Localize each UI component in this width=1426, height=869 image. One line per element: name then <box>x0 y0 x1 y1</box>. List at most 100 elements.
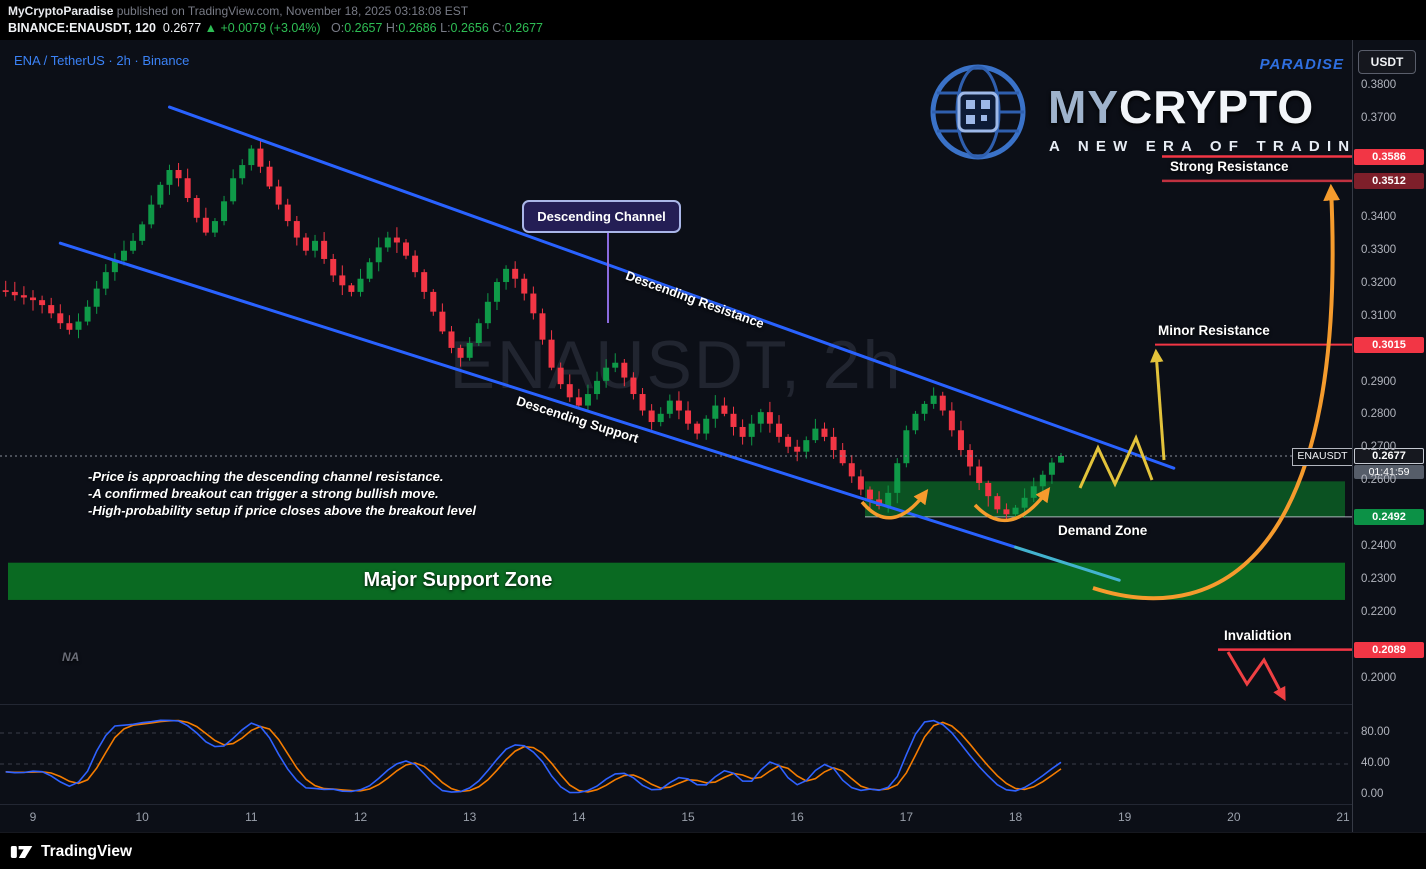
currency-toggle-button[interactable]: USDT <box>1358 50 1416 74</box>
candle-body-up <box>603 367 610 381</box>
candle-body-up <box>230 178 237 202</box>
price-tick: 0.2600 <box>1361 474 1397 487</box>
candle-body-down <box>976 466 983 483</box>
ohlc-label: H: <box>382 21 399 35</box>
axis-separator <box>0 804 1352 805</box>
candle-body-down <box>675 400 682 411</box>
candle-body-down <box>57 313 64 324</box>
candle-body-down <box>66 323 73 330</box>
candle-body-up <box>885 492 892 507</box>
candle-body-down <box>257 148 264 167</box>
candle-body-down <box>721 405 728 414</box>
candle-body-down <box>330 258 337 276</box>
time-tick: 13 <box>462 810 477 824</box>
chart-region: ENAUSDT, 2h <box>0 40 1368 832</box>
candle-body-down <box>11 291 18 296</box>
current-price-label: 0.2677 <box>1354 448 1424 464</box>
candle-body-down <box>448 331 455 348</box>
candle-body-up <box>803 440 810 452</box>
ohlc-values: O:0.2657 H:0.2686 L:0.2656 C:0.2677 <box>321 21 543 35</box>
candle-body-down <box>2 290 9 292</box>
candle-body-up <box>666 400 673 414</box>
price-tick: 0.3800 <box>1361 79 1397 91</box>
candle-body-down <box>284 204 291 222</box>
candle-body-up <box>139 224 146 241</box>
ohlc-value: 0.2656 <box>450 21 489 35</box>
price-scale[interactable]: USDT 0.2677 01:41:59 0.3800 0.3700 0.3400 0… <box>1352 40 1426 832</box>
time-tick: 19 <box>1118 810 1132 824</box>
candle-body-up <box>657 413 664 423</box>
candle-body-up <box>594 380 601 395</box>
candle-body-down <box>548 339 555 368</box>
candle-body-down <box>402 242 409 256</box>
pane-separator[interactable] <box>0 704 1352 705</box>
time-tick: 16 <box>790 810 804 824</box>
price-tick: 0.2000 <box>1361 672 1397 684</box>
tradingview-icon <box>10 846 33 858</box>
candle-body-down <box>202 217 209 233</box>
main-chart-pane[interactable] <box>0 40 1352 704</box>
major-support-zone-rect <box>8 562 1345 600</box>
candle-body-down <box>575 397 582 406</box>
candle-body-up <box>102 272 109 289</box>
candle-body-up <box>248 148 255 166</box>
time-axis[interactable]: 9 10 11 12 13 14 15 16 17 18 19 20 21 <box>0 804 1352 832</box>
candle-body-up <box>466 342 473 358</box>
candle-body-up <box>493 282 500 302</box>
candle-body-up <box>157 184 164 205</box>
minor-resistance-arrow <box>1150 348 1166 461</box>
published-suffix: published on TradingView.com, November 1… <box>113 4 469 18</box>
descending-resistance-line <box>167 105 1176 470</box>
candle-body-down <box>348 285 355 292</box>
candle-body-down <box>539 313 546 340</box>
price-tick: 0.3400 <box>1361 210 1397 223</box>
candle-body-up <box>84 306 91 322</box>
chart-legend[interactable]: ENA / TetherUS · 2h · Binance <box>14 53 190 68</box>
logo-paradise-text: PARADISE <box>1259 56 1344 73</box>
support-line-extension <box>1014 545 1121 582</box>
bounce-arrow-1 <box>860 489 929 520</box>
candle-body-down <box>339 275 346 286</box>
candle-body-down <box>821 428 828 437</box>
oscillator-pane[interactable] <box>0 704 1352 804</box>
candles-layer <box>2 138 1065 520</box>
candle-body-down <box>1003 509 1010 515</box>
invalidation-zigzag <box>1226 651 1286 701</box>
candle-body-down <box>639 394 646 411</box>
descending-channel-callout[interactable]: Descending Channel <box>522 200 681 233</box>
logo-tagline: A NEW ERA OF TRADING <box>1049 138 1376 155</box>
candle-body-down <box>621 362 628 378</box>
ohlc-value: 0.2677 <box>504 21 543 35</box>
candle-body-down <box>730 413 737 427</box>
candle-body-down <box>957 430 964 451</box>
candle-body-up <box>930 395 937 404</box>
globe-icon <box>930 64 1026 160</box>
price-level-label: 0.3586 <box>1354 148 1424 165</box>
price-tick: 0.2300 <box>1361 573 1397 586</box>
time-tick: 12 <box>353 810 368 824</box>
analysis-note-line: -A confirmed breakout can trigger a stro… <box>88 486 439 501</box>
major-support-zone-label: Major Support Zone <box>363 569 553 591</box>
last-price <box>156 21 163 35</box>
oscillator-lines <box>5 719 1062 794</box>
candle-body-down <box>739 426 746 437</box>
annotation-drawings <box>607 183 1340 701</box>
candle-body-down <box>39 300 46 306</box>
publish-header: MyCryptoParadise published on TradingVie… <box>0 0 1426 40</box>
candle-body-down <box>994 496 1001 510</box>
time-tick: 10 <box>135 810 149 824</box>
bar-countdown: 01:41:59 <box>1354 465 1424 479</box>
price-tick: 0.2900 <box>1361 375 1397 388</box>
bounce-arrow-2 <box>973 487 1051 522</box>
tradingview-logo[interactable]: TradingView <box>10 839 132 865</box>
candle-body-down <box>530 293 537 314</box>
candle-body-up <box>703 418 710 434</box>
candle-body-down <box>430 291 437 312</box>
time-tick: 14 <box>572 810 586 824</box>
candle-body-down <box>839 450 846 464</box>
candle-body-up <box>93 288 100 307</box>
candle-body-down <box>566 384 573 398</box>
candle-body-down <box>184 178 191 199</box>
price-tick: 0.3300 <box>1361 243 1397 256</box>
